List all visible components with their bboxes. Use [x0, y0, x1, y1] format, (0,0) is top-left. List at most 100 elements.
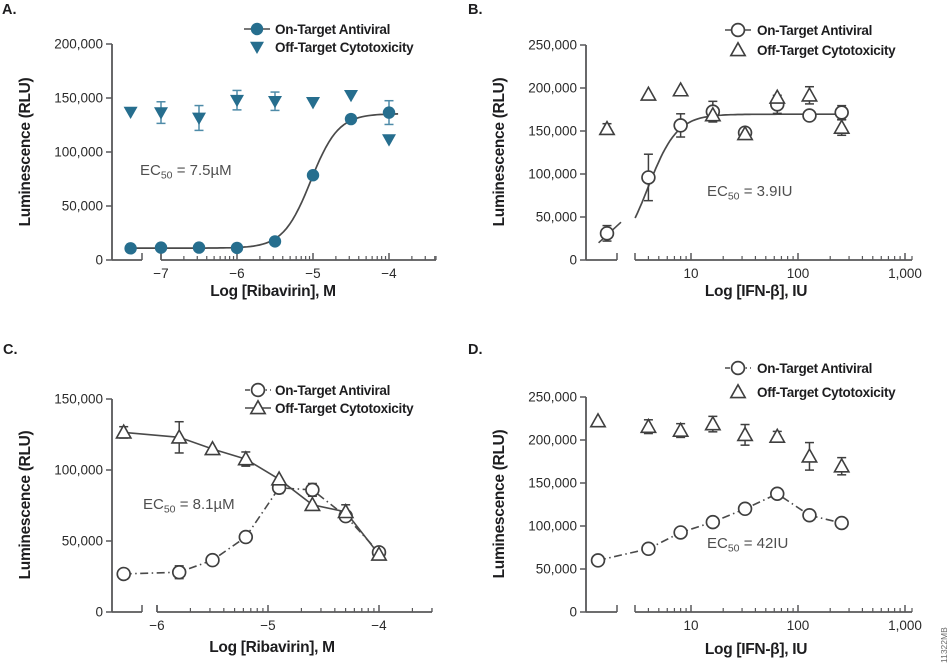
legend-label: Off-Target Cytotoxicity — [757, 43, 896, 58]
data-point-triangle — [344, 90, 358, 103]
data-point-circle — [730, 22, 746, 38]
legend: On-Target Antiviral Off-Target Cytotoxici… — [244, 22, 414, 55]
data-point-triangle — [729, 41, 747, 57]
y-tick-label: 100,000 — [54, 145, 103, 160]
data-point-triangle — [729, 383, 747, 399]
panel-B: 0 50,000 100,000 150,000 200,000 250,000 10 100… — [468, 2, 922, 300]
x-tick-label: −6 — [149, 618, 164, 633]
x-tick-label: 100 — [787, 618, 810, 633]
panel-label: A. — [2, 2, 17, 18]
x-axis-minor-ticks — [647, 608, 913, 612]
data-point-triangle — [303, 495, 321, 512]
data-point-triangle — [170, 428, 188, 444]
data-point-triangle — [736, 426, 754, 442]
x-axis-ticks: −6 −5 −4 — [149, 605, 387, 633]
figure-id-watermark: 11322MB — [939, 627, 949, 663]
y-axis-ticks: 0 50,000 100,000 150,000 200,000 250,000 — [528, 38, 586, 268]
data-point-circle — [834, 105, 849, 120]
legend-label: On-Target Antiviral — [757, 23, 872, 38]
y-tick-label: 0 — [569, 605, 577, 620]
data-point-circle — [205, 552, 220, 568]
x-tick-label: −4 — [381, 266, 397, 281]
data-point-triangle — [589, 412, 607, 428]
x-tick-label: −7 — [153, 266, 168, 281]
data-point-triangle — [337, 503, 355, 519]
data-point-circle — [268, 235, 282, 248]
legend: On-Target Antiviral Off-Target Cytotoxici… — [725, 360, 896, 400]
data-point-triangle — [598, 120, 616, 136]
data-point-circle — [834, 515, 849, 531]
panel-A: 0 50,000 100,000 150,000 200,000 −7 −6 −5 −4 On-T… — [2, 2, 437, 300]
data-point-triangle — [268, 95, 282, 109]
x-axis-minor-ticks — [647, 256, 913, 260]
data-point-triangle — [237, 450, 255, 466]
ec50-annotation: EC50 = 42IU — [707, 535, 788, 555]
error-bars — [643, 415, 847, 476]
data-point-triangle — [123, 106, 138, 120]
legend-label: Off-Target Cytotoxicity — [757, 385, 896, 400]
data-point-triangle — [115, 423, 133, 439]
x-axis-ticks: 10 100 1,000 — [683, 605, 922, 633]
data-point-triangle — [704, 106, 722, 122]
legend-label: Off-Target Cytotoxicity — [275, 40, 414, 55]
data-point-circle — [250, 22, 264, 36]
legend-label: On-Target Antiviral — [757, 361, 872, 376]
data-point-circle — [171, 564, 187, 580]
y-tick-label: 0 — [95, 605, 103, 620]
panel-D: 0 50,000 100,000 150,000 200,000 250,000 10 100… — [468, 342, 922, 658]
series-markers-off-target-cytotoxicity — [123, 90, 396, 147]
series-line-on-target-antiviral — [598, 113, 845, 244]
y-tick-label: 250,000 — [528, 38, 577, 53]
series-markers-off-target-cytotoxicity — [115, 423, 388, 561]
x-tick-label: −6 — [229, 266, 244, 281]
x-axis-title: Log [IFN-β], IU — [705, 283, 807, 300]
data-point-circle — [192, 241, 206, 254]
data-point-triangle — [833, 118, 851, 134]
data-point-triangle — [230, 94, 244, 108]
data-point-circle — [382, 106, 396, 119]
data-point-circle — [705, 514, 721, 530]
error-bars — [156, 89, 280, 132]
y-axis-ticks: 0 50,000 100,000 150,000 — [54, 392, 112, 620]
data-point-circle — [730, 360, 746, 376]
data-point-circle — [230, 241, 244, 255]
series-markers-on-target-antiviral — [599, 97, 849, 241]
data-point-triangle — [639, 85, 657, 101]
y-axis-ticks: 0 50,000 100,000 150,000 200,000 — [54, 37, 112, 268]
data-point-circle — [802, 508, 817, 523]
data-point-circle — [673, 118, 688, 133]
y-tick-label: 100,000 — [528, 167, 577, 182]
data-point-triangle — [768, 427, 786, 443]
data-point-triangle — [800, 86, 819, 102]
data-point-triangle — [800, 447, 819, 463]
data-point-circle — [116, 566, 131, 582]
ec50-annotation: EC50 = 3.9IU — [707, 183, 792, 203]
data-point-circle — [802, 108, 817, 123]
data-point-triangle — [192, 112, 206, 125]
legend-label: Off-Target Cytotoxicity — [275, 401, 414, 416]
x-tick-label: 10 — [683, 618, 698, 633]
data-point-circle — [250, 382, 266, 398]
y-axis-title: Luminescence (RLU) — [17, 77, 34, 226]
y-tick-label: 0 — [95, 253, 103, 268]
panel-label: D. — [468, 342, 483, 358]
data-point-circle — [590, 553, 606, 568]
y-tick-label: 150,000 — [528, 124, 577, 139]
x-tick-label: −5 — [305, 266, 320, 281]
y-tick-label: 100,000 — [54, 463, 103, 478]
data-point-triangle — [672, 81, 690, 97]
data-point-circle — [599, 226, 615, 241]
x-tick-label: 1,000 — [888, 266, 922, 281]
ec50-annotation: EC50 = 8.1µM — [143, 496, 235, 516]
data-point-triangle — [250, 41, 264, 54]
y-tick-label: 150,000 — [54, 91, 103, 106]
data-point-circle — [737, 501, 753, 517]
data-point-triangle — [154, 107, 168, 120]
data-point-circle — [124, 242, 137, 255]
legend: On-Target Antiviral Off-Target Cytotoxici… — [245, 382, 414, 416]
data-point-triangle — [639, 417, 657, 434]
x-tick-label: −5 — [260, 618, 275, 633]
x-axis-ticks: −7 −6 −5 −4 — [153, 253, 397, 281]
data-point-triangle — [672, 421, 690, 437]
